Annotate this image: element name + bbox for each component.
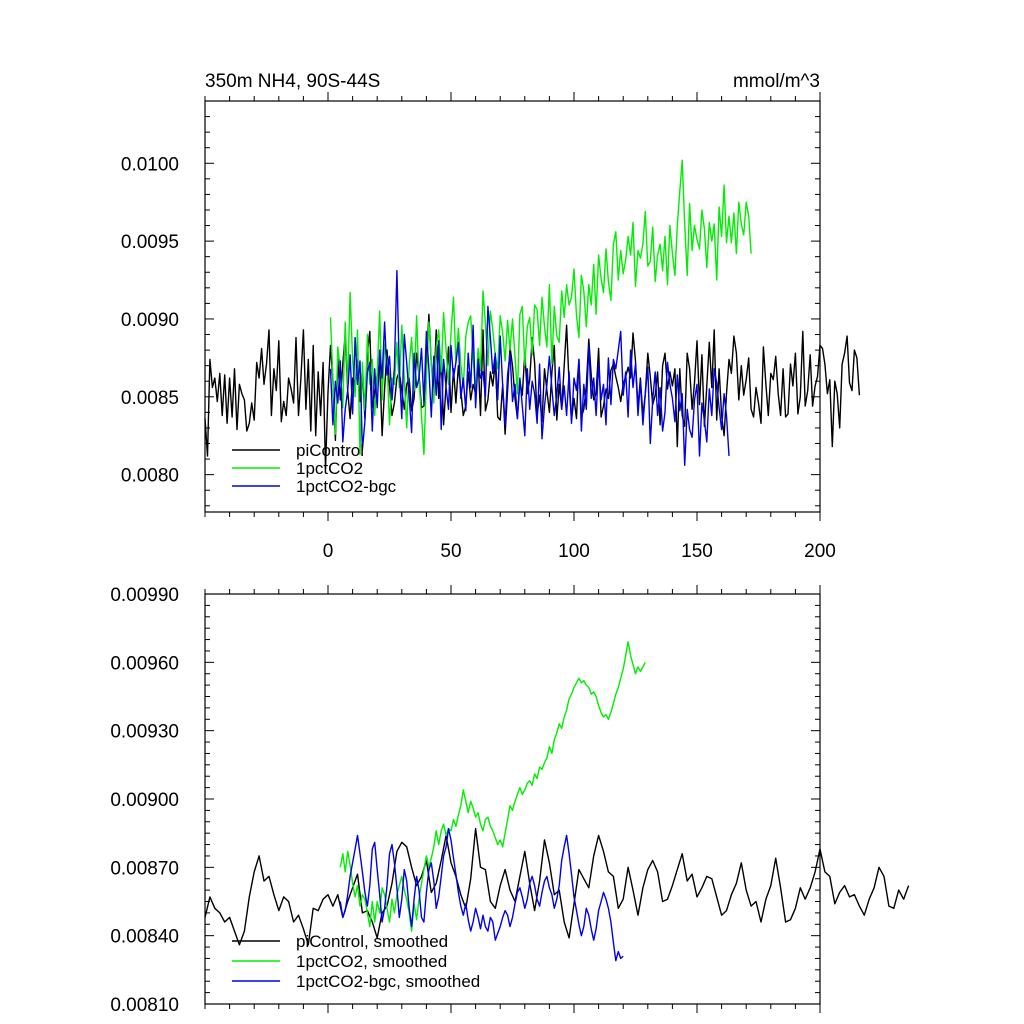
series-layer [204,159,861,470]
x-tick-label: 150 [681,541,713,562]
x-tick-label: 0 [323,541,334,562]
y-tick-label: 0.0100 [121,154,179,175]
units-label: mmol/m^3 [733,71,820,92]
series-line-1 [339,641,646,932]
y-tick-label: 0.00900 [110,790,179,811]
series-line-0 [204,313,861,470]
y-tick-label: 0.0095 [121,232,179,253]
legend-label: 1pctCO2-bgc, smoothed [296,972,480,991]
series-line-1 [329,159,752,456]
series-line-2 [329,270,730,466]
y-tick-label: 0.00810 [110,995,179,1016]
x-tick-label: 100 [558,541,590,562]
legend-label: piControl [296,441,364,460]
y-tick-label: 0.00840 [110,927,179,948]
plot-frame [204,100,821,513]
y-tick-label: 0.00870 [110,858,179,879]
legend-label: 1pctCO2-bgc [296,477,397,496]
axes: 0 50 100 150 200 0.0080 0.0085 0.0090 0.0095 0.01… [121,92,836,562]
axes: 0.00810 0.00840 0.00870 0.00900 0.00930 0.009… [110,585,821,1016]
y-tick-label: 0.00960 [110,653,179,674]
legend-label: piControl, smoothed [296,932,448,951]
legend-label: 1pctCO2 [296,459,363,478]
series-line-2 [339,827,624,962]
x-tick-label: 50 [440,541,461,562]
y-tick-label: 0.0085 [121,388,179,409]
chart-title: 350m NH4, 90S-44S [205,71,380,92]
chart-top: 350m NH4, 90S-44S mmol/m^3 0 50 100 150 2000… [121,71,861,562]
series-layer [204,641,910,962]
y-tick-label: 0.00990 [110,585,179,606]
x-tick-label: 200 [804,541,836,562]
y-tick-label: 0.00930 [110,722,179,743]
series-line-0 [204,827,910,946]
y-tick-label: 0.0080 [121,466,179,487]
chart-bottom: 0.00810 0.00840 0.00870 0.00900 0.00930 0.009… [110,585,910,1016]
y-tick-label: 0.0090 [121,310,179,331]
legend-label: 1pctCO2, smoothed [296,952,447,971]
